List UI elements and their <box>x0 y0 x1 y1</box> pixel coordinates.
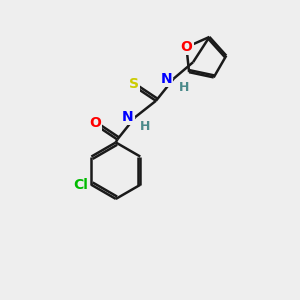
Text: H: H <box>179 81 189 94</box>
Text: Cl: Cl <box>74 178 88 192</box>
Text: N: N <box>122 110 134 124</box>
Text: O: O <box>181 40 192 54</box>
Text: O: O <box>89 116 101 130</box>
Text: H: H <box>140 120 151 133</box>
Text: S: S <box>129 77 139 92</box>
Text: N: N <box>161 71 172 85</box>
